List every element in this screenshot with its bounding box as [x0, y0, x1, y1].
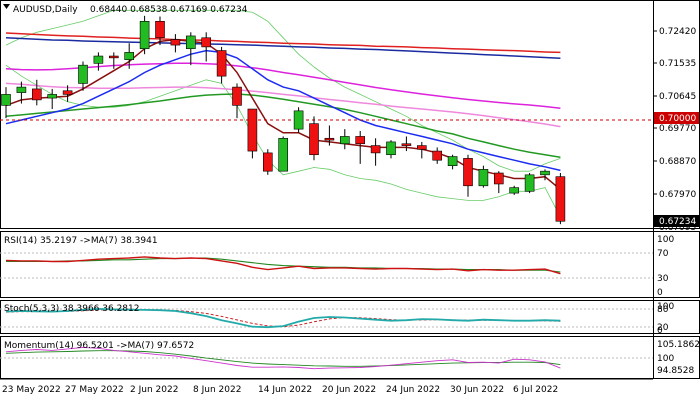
price-tick: 0.69770	[659, 124, 696, 134]
candle-up	[186, 35, 196, 50]
date-label: 20 Jun 2022	[322, 385, 376, 395]
candle-down	[262, 152, 273, 172]
stoch-tick: 20	[657, 323, 669, 333]
candle-down	[155, 21, 165, 39]
last-price-text: 0.67234	[659, 217, 696, 227]
candle-up	[509, 187, 520, 194]
price-tick: 0.72420	[659, 27, 696, 37]
candlesticks	[1, 15, 566, 225]
candle-up	[1, 94, 11, 106]
moving-average-line	[5, 93, 561, 159]
moving-average-line	[5, 37, 561, 59]
candle-down	[370, 145, 381, 154]
price-tick: 0.67970	[659, 190, 696, 200]
candle-down	[232, 86, 242, 106]
moving-average-line	[5, 82, 561, 128]
candle-down	[216, 50, 227, 77]
candle-down	[109, 55, 119, 59]
momentum-lines	[5, 346, 561, 370]
stoch-tick: 100	[657, 302, 674, 312]
momentum-tick: 94.8528	[657, 366, 694, 376]
candle-down	[324, 137, 335, 141]
candle-up	[540, 170, 550, 176]
candle-down	[247, 108, 258, 152]
level-price-label	[654, 112, 699, 124]
level-price-text: 0.70000	[659, 114, 696, 124]
candle-up	[93, 55, 104, 64]
candle-up	[339, 136, 350, 145]
stoch-tick: 0	[657, 326, 663, 336]
stoch-d-line	[5, 308, 561, 328]
candle-up	[278, 137, 289, 172]
rsi-tick: 30	[657, 274, 669, 284]
rsi-title: RSI(14) 35.2197 ->MA(7) 38.3941	[4, 236, 158, 246]
candle-up	[139, 21, 150, 50]
momentum-tick: 100	[657, 354, 674, 364]
candle-down	[31, 88, 42, 101]
candle-down	[416, 145, 427, 150]
candle-down	[401, 143, 412, 146]
candle-up	[524, 174, 535, 192]
candle-down	[309, 123, 319, 156]
candle-up	[16, 86, 27, 93]
candle-down	[355, 136, 366, 145]
chart-header: AUDUSD,Daily 0.68440 0.68538 0.67169 0.6…	[3, 4, 248, 15]
candle-up	[124, 52, 134, 60]
candle-down	[432, 150, 443, 161]
candle-down	[201, 37, 211, 48]
price-axis: 0.72420 0.71535 0.70645 0.69770 0.68870 …	[653, 27, 699, 233]
momentum-panel: Momentum(14) 96.5201 ->MA(7) 97.6572 105…	[0, 340, 700, 376]
date-label: 30 Jun 2022	[450, 385, 504, 395]
symbol-label: AUDUSD,Daily	[13, 5, 78, 15]
candle-up	[386, 141, 396, 156]
date-label: 8 Jun 2022	[193, 385, 241, 395]
rsi-panel: RSI(14) 35.2197 ->MA(7) 38.3941 100 70 3…	[0, 235, 674, 298]
candle-down	[493, 172, 504, 185]
momentum-line	[5, 346, 561, 370]
price-tick: 0.71535	[659, 59, 696, 69]
candle-up	[478, 169, 489, 187]
candle-up	[293, 110, 304, 130]
rsi-lines	[5, 256, 561, 275]
rsi-tick: 70	[657, 249, 669, 259]
date-label: 14 Jun 2022	[258, 385, 312, 395]
rsi-tick: 100	[657, 235, 674, 245]
stoch-k-line	[5, 307, 561, 329]
candle-up	[447, 156, 458, 166]
moving-average-line	[5, 32, 561, 54]
last-price-label	[654, 215, 699, 227]
candle-down	[463, 158, 473, 187]
rsi-ma-line	[6, 257, 561, 273]
candle-down	[170, 39, 181, 46]
candle-up	[78, 64, 88, 84]
momentum-tick: 105.1862	[657, 340, 700, 350]
price-tick-partial: 0.67095	[659, 223, 696, 233]
price-tick: 0.70645	[659, 92, 696, 102]
price-tick: 0.68870	[659, 157, 696, 167]
collapse-triangle-icon	[3, 4, 10, 9]
rsi-line	[5, 256, 561, 275]
rsi-tick: 0	[657, 288, 663, 298]
date-label: 6 Jul 2022	[513, 385, 558, 395]
time-axis: 23 May 2022 27 May 2022 2 Jun 2022 8 Jun…	[0, 378, 653, 395]
candle-down	[62, 90, 73, 95]
stoch-lines	[5, 307, 561, 329]
candle-down	[555, 176, 566, 222]
candle-up	[47, 94, 58, 99]
stoch-title: Stoch(5,3,3) 38.3966 36.2812	[4, 304, 139, 314]
stoch-panel: Stoch(5,3,3) 38.3966 36.2812 100 80 20 0	[0, 302, 674, 336]
moving-averages	[5, 32, 561, 190]
date-label: 27 May 2022	[65, 385, 124, 395]
date-label: 2 Jun 2022	[130, 385, 178, 395]
moving-average-line	[5, 49, 561, 172]
stoch-tick: 80	[657, 305, 669, 315]
ohlc-values: 0.68440 0.68538 0.67169 0.67234	[90, 5, 248, 15]
date-label: 23 May 2022	[2, 385, 61, 395]
momentum-title: Momentum(14) 96.5201 ->MA(7) 97.6572	[4, 341, 194, 351]
date-label: 24 Jun 2022	[386, 385, 440, 395]
